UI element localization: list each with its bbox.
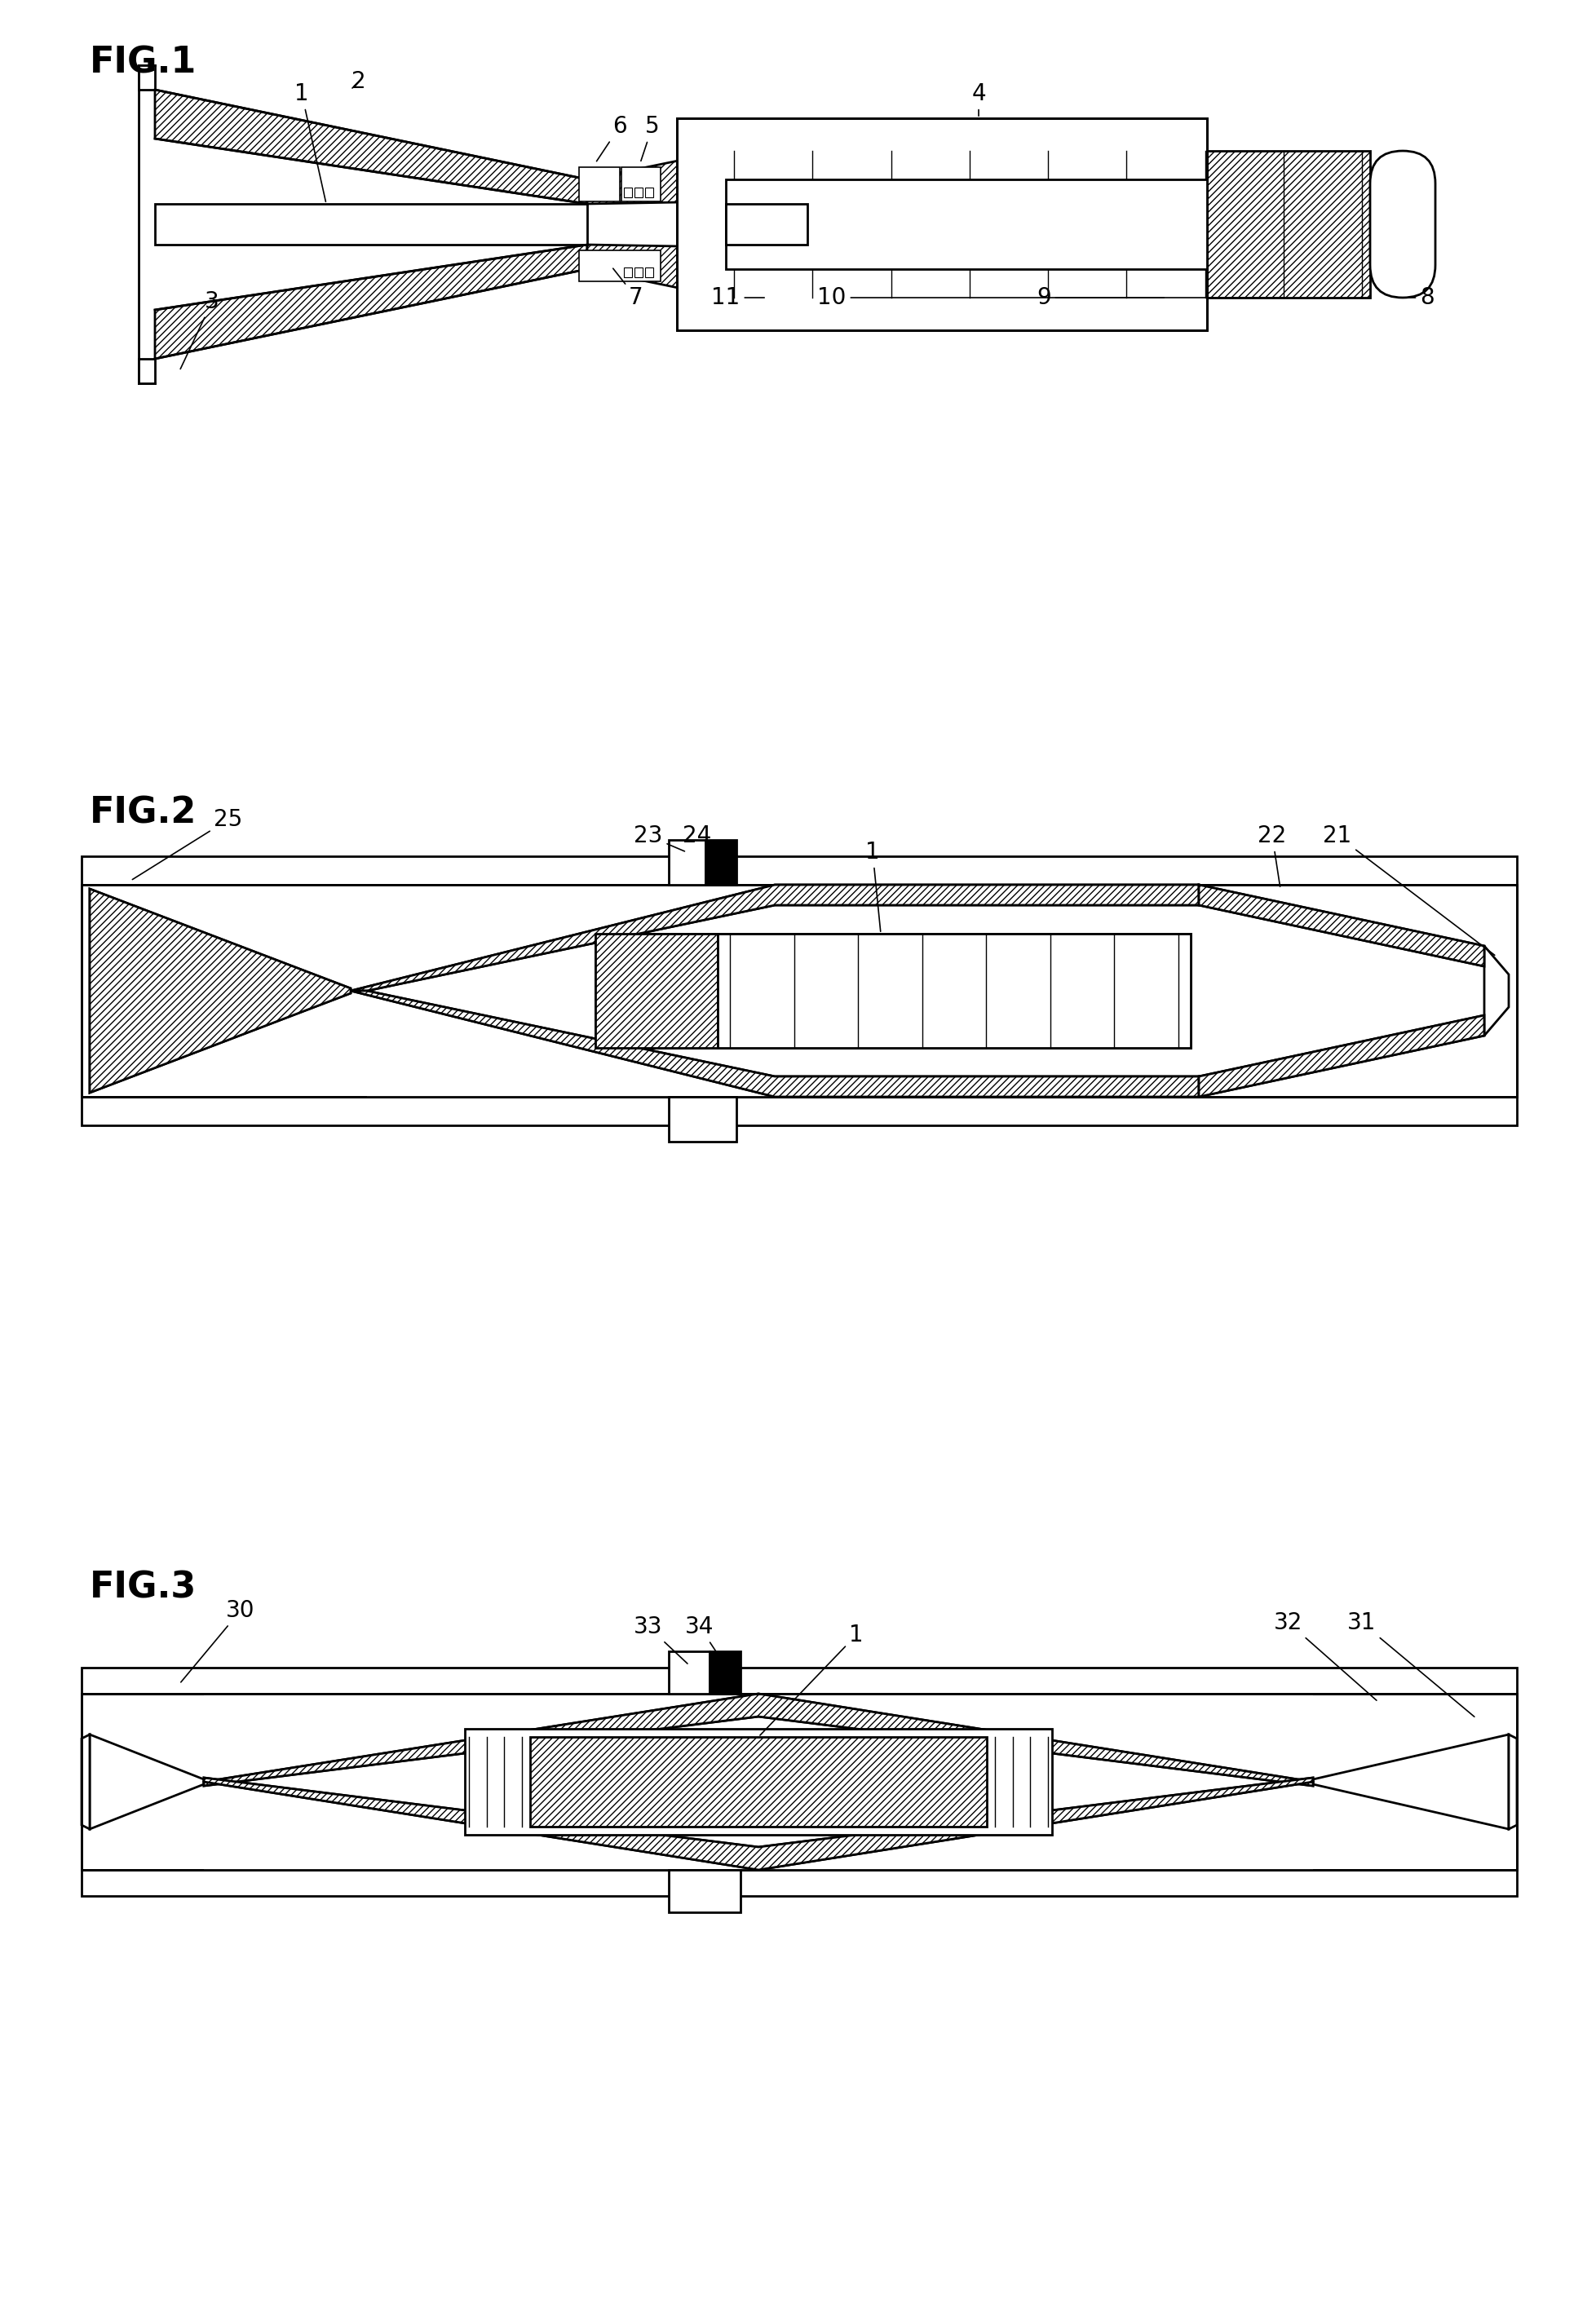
Bar bbox=[624, 267, 632, 278]
Bar bbox=[367, 884, 1199, 1097]
Polygon shape bbox=[1314, 1735, 1508, 1828]
Bar bbox=[645, 267, 653, 278]
Bar bbox=[579, 251, 661, 281]
Bar bbox=[726, 151, 1369, 297]
Text: 32: 32 bbox=[1274, 1612, 1377, 1701]
Text: 11: 11 bbox=[712, 285, 764, 309]
Bar bbox=[81, 856, 1516, 1125]
Bar bbox=[635, 267, 643, 278]
Polygon shape bbox=[204, 1777, 1314, 1870]
Bar bbox=[645, 188, 653, 197]
Bar bbox=[677, 118, 1207, 329]
Polygon shape bbox=[89, 889, 351, 1093]
Polygon shape bbox=[139, 360, 155, 383]
Text: 31: 31 bbox=[1347, 1612, 1475, 1717]
Polygon shape bbox=[351, 991, 1199, 1097]
Text: 22: 22 bbox=[1258, 824, 1286, 886]
Text: 7: 7 bbox=[613, 269, 643, 309]
Bar bbox=[669, 1097, 736, 1141]
Text: 21: 21 bbox=[1323, 824, 1495, 956]
Bar bbox=[718, 933, 1191, 1049]
Text: 5: 5 bbox=[642, 116, 659, 160]
Text: 34: 34 bbox=[685, 1615, 723, 1663]
Text: 8: 8 bbox=[1404, 285, 1435, 309]
Bar bbox=[530, 1738, 986, 1826]
Text: 23: 23 bbox=[634, 824, 685, 851]
Text: FIG.3: FIG.3 bbox=[89, 1571, 196, 1605]
Polygon shape bbox=[139, 65, 155, 90]
Polygon shape bbox=[1199, 884, 1484, 967]
Bar bbox=[81, 884, 1516, 1097]
Bar bbox=[464, 1728, 1052, 1835]
Text: 3: 3 bbox=[180, 290, 219, 369]
FancyBboxPatch shape bbox=[1369, 151, 1435, 297]
Bar bbox=[669, 1870, 741, 1912]
Polygon shape bbox=[204, 1694, 1314, 1786]
Polygon shape bbox=[89, 1735, 204, 1828]
Bar bbox=[204, 1694, 1314, 1870]
Bar bbox=[624, 188, 632, 197]
Bar bbox=[81, 1694, 1516, 1870]
Polygon shape bbox=[1484, 947, 1508, 1035]
Text: 25: 25 bbox=[132, 807, 243, 879]
Text: 1: 1 bbox=[760, 1624, 863, 1735]
Polygon shape bbox=[155, 244, 587, 360]
Polygon shape bbox=[351, 991, 1199, 1097]
Text: 6: 6 bbox=[597, 116, 627, 160]
Polygon shape bbox=[89, 889, 351, 1093]
Text: 2: 2 bbox=[351, 70, 365, 93]
Bar bbox=[710, 1652, 741, 1694]
Text: 9: 9 bbox=[1037, 285, 1286, 309]
Bar bbox=[579, 167, 619, 202]
Text: 30: 30 bbox=[180, 1598, 255, 1682]
Polygon shape bbox=[204, 1777, 1314, 1870]
Polygon shape bbox=[587, 244, 726, 297]
Bar bbox=[595, 933, 718, 1049]
Polygon shape bbox=[204, 1694, 1314, 1786]
Text: 10: 10 bbox=[817, 285, 1163, 309]
Text: 24: 24 bbox=[683, 824, 720, 851]
Bar bbox=[83, 886, 1515, 1095]
Polygon shape bbox=[351, 884, 1199, 991]
Text: 1: 1 bbox=[295, 84, 326, 202]
Polygon shape bbox=[1199, 1016, 1484, 1097]
Polygon shape bbox=[1508, 1735, 1516, 1828]
Bar bbox=[677, 118, 1207, 329]
Text: 1: 1 bbox=[865, 840, 881, 930]
Bar bbox=[155, 204, 587, 244]
Bar bbox=[81, 884, 1516, 1097]
Text: FIG.1: FIG.1 bbox=[89, 44, 196, 79]
Bar bbox=[635, 188, 643, 197]
Bar bbox=[718, 933, 1191, 1049]
Polygon shape bbox=[1199, 1016, 1484, 1097]
Text: 33: 33 bbox=[634, 1615, 688, 1663]
Bar bbox=[595, 933, 718, 1049]
Bar bbox=[705, 840, 736, 884]
Polygon shape bbox=[81, 1735, 89, 1828]
Polygon shape bbox=[587, 151, 726, 204]
Bar bbox=[726, 179, 1207, 269]
Bar bbox=[669, 840, 705, 884]
Bar bbox=[677, 151, 1207, 297]
Text: FIG.2: FIG.2 bbox=[89, 796, 196, 831]
Polygon shape bbox=[155, 90, 587, 204]
Bar bbox=[81, 1694, 1516, 1870]
Bar bbox=[726, 204, 808, 244]
Polygon shape bbox=[1199, 884, 1484, 967]
Text: 4: 4 bbox=[972, 84, 986, 116]
Polygon shape bbox=[351, 884, 1199, 991]
Bar bbox=[621, 167, 661, 202]
Bar bbox=[669, 1652, 710, 1694]
Bar bbox=[81, 1668, 1516, 1895]
